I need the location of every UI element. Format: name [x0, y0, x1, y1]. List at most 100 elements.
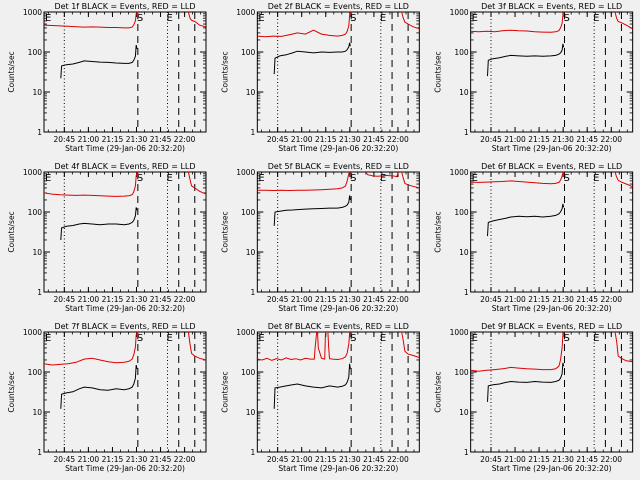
x-tick-label: 22:00 [387, 295, 409, 304]
x-axis-label: Start Time (29-Jan-06 20:32:20) [65, 464, 185, 473]
y-axis-label: Counts/sec [220, 371, 229, 412]
y-tick-label: 100 [28, 208, 43, 217]
time-marker-flag: E [167, 13, 173, 24]
panel-title: Det 4f BLACK = Events, RED = LLD [54, 162, 195, 171]
x-axis-label: Start Time (29-Jan-06 20:32:20) [278, 304, 398, 313]
panel-det-7: Det 7f BLACK = Events, RED = LLD 1000 100 1… [7, 322, 207, 473]
x-tick-label: 21:00 [291, 135, 313, 144]
y-tick-label: 1000 [450, 328, 469, 337]
y-axis-label: Counts/sec [434, 51, 443, 92]
y-tick-label: 100 [454, 368, 469, 377]
x-tick-label: 21:00 [78, 455, 100, 464]
x-tick-label: 20:45 [54, 455, 76, 464]
x-tick-label: 21:30 [126, 455, 148, 464]
lld-series-line [401, 172, 420, 189]
time-marker-flag: E [380, 173, 386, 184]
x-tick-label: 21:45 [363, 455, 385, 464]
time-marker-flag: S [137, 13, 143, 24]
y-tick-label: 10 [246, 408, 256, 417]
lld-series-line [614, 12, 633, 30]
time-marker-flag: E [167, 173, 173, 184]
lld-series-line [470, 172, 566, 185]
y-axis-label: Counts/sec [7, 211, 16, 252]
plot-frame [43, 11, 207, 133]
x-tick-label: 21:00 [504, 295, 526, 304]
time-marker-flag: S [563, 333, 569, 344]
y-tick-label: 10 [459, 408, 469, 417]
x-axis-label: Start Time (29-Jan-06 20:32:20) [278, 464, 398, 473]
x-tick-label: 21:30 [126, 135, 148, 144]
y-tick-label: 1000 [236, 328, 255, 337]
x-tick-label: 21:00 [504, 455, 526, 464]
time-marker-flag: S [137, 333, 143, 344]
x-tick-label: 21:30 [552, 295, 574, 304]
lld-series-line [614, 172, 633, 188]
x-tick-label: 22:00 [174, 455, 196, 464]
x-tick-label: 21:15 [315, 455, 337, 464]
events-series-line [487, 203, 565, 237]
y-axis-label: Counts/sec [220, 211, 229, 252]
y-tick-label: 10 [459, 248, 469, 257]
lld-series-line [187, 172, 206, 195]
time-marker-flag: E [593, 13, 599, 24]
panel-det-1: Det 1f BLACK = Events, RED = LLD 1000 100 1… [7, 2, 207, 153]
panel-det-6: Det 6f BLACK = Events, RED = LLD 1000 100 1… [434, 162, 634, 313]
panel-title: Det 2f BLACK = Events, RED = LLD [268, 2, 409, 11]
time-marker-flag: S [350, 13, 356, 24]
x-tick-label: 22:00 [600, 455, 622, 464]
x-tick-label: 21:45 [150, 455, 172, 464]
y-tick-label: 1000 [23, 328, 42, 337]
plot-frame [470, 171, 634, 293]
time-marker-flag: E [167, 333, 173, 344]
x-tick-label: 22:00 [600, 295, 622, 304]
x-tick-label: 21:15 [315, 295, 337, 304]
y-tick-label: 1000 [23, 8, 42, 17]
panel-det-3: Det 3f BLACK = Events, RED = LLD 1000 100 1… [434, 2, 634, 153]
x-axis-label: Start Time (29-Jan-06 20:32:20) [278, 144, 398, 153]
x-tick-label: 21:00 [504, 135, 526, 144]
y-axis-label: Counts/sec [220, 51, 229, 92]
y-tick-label: 10 [246, 88, 256, 97]
y-tick-label: 1000 [450, 8, 469, 17]
panel-title: Det 5f BLACK = Events, RED = LLD [268, 162, 409, 171]
x-tick-label: 21:00 [78, 135, 100, 144]
events-series-line [273, 42, 351, 75]
start-flag: E [45, 333, 51, 344]
x-tick-label: 21:00 [78, 295, 100, 304]
x-tick-label: 21:15 [528, 455, 550, 464]
y-axis-label: Counts/sec [434, 211, 443, 252]
x-tick-label: 21:30 [339, 295, 361, 304]
plot-frame [43, 171, 207, 293]
y-axis-label: Counts/sec [7, 371, 16, 412]
x-axis-label: Start Time (29-Jan-06 20:32:20) [65, 304, 185, 313]
y-tick-label: 1 [37, 128, 42, 137]
x-tick-label: 22:00 [174, 295, 196, 304]
lld-series-line [470, 332, 566, 372]
time-marker-flag: E [380, 333, 386, 344]
x-tick-label: 21:30 [552, 135, 574, 144]
y-axis-label: Counts/sec [7, 51, 16, 92]
x-tick-label: 21:45 [363, 135, 385, 144]
x-tick-label: 22:00 [387, 135, 409, 144]
x-tick-label: 21:30 [339, 135, 361, 144]
x-axis-label: Start Time (29-Jan-06 20:32:20) [492, 464, 612, 473]
y-tick-label: 10 [246, 248, 256, 257]
y-tick-label: 10 [32, 408, 42, 417]
time-marker-flag: E [593, 333, 599, 344]
y-tick-label: 10 [459, 88, 469, 97]
y-tick-label: 100 [454, 48, 469, 57]
time-marker-flag: E [380, 13, 386, 24]
lld-series-line [401, 12, 420, 30]
events-series-line [273, 363, 351, 409]
start-flag: E [45, 173, 51, 184]
lld-series-line [401, 332, 420, 358]
x-tick-label: 21:15 [528, 135, 550, 144]
panel-title: Det 1f BLACK = Events, RED = LLD [54, 2, 195, 11]
events-series-line [273, 195, 351, 226]
plot-frame [256, 11, 420, 133]
panel-title: Det 6f BLACK = Events, RED = LLD [481, 162, 622, 171]
y-tick-label: 1 [37, 288, 42, 297]
x-tick-label: 21:30 [552, 455, 574, 464]
x-axis-label: Start Time (29-Jan-06 20:32:20) [492, 304, 612, 313]
